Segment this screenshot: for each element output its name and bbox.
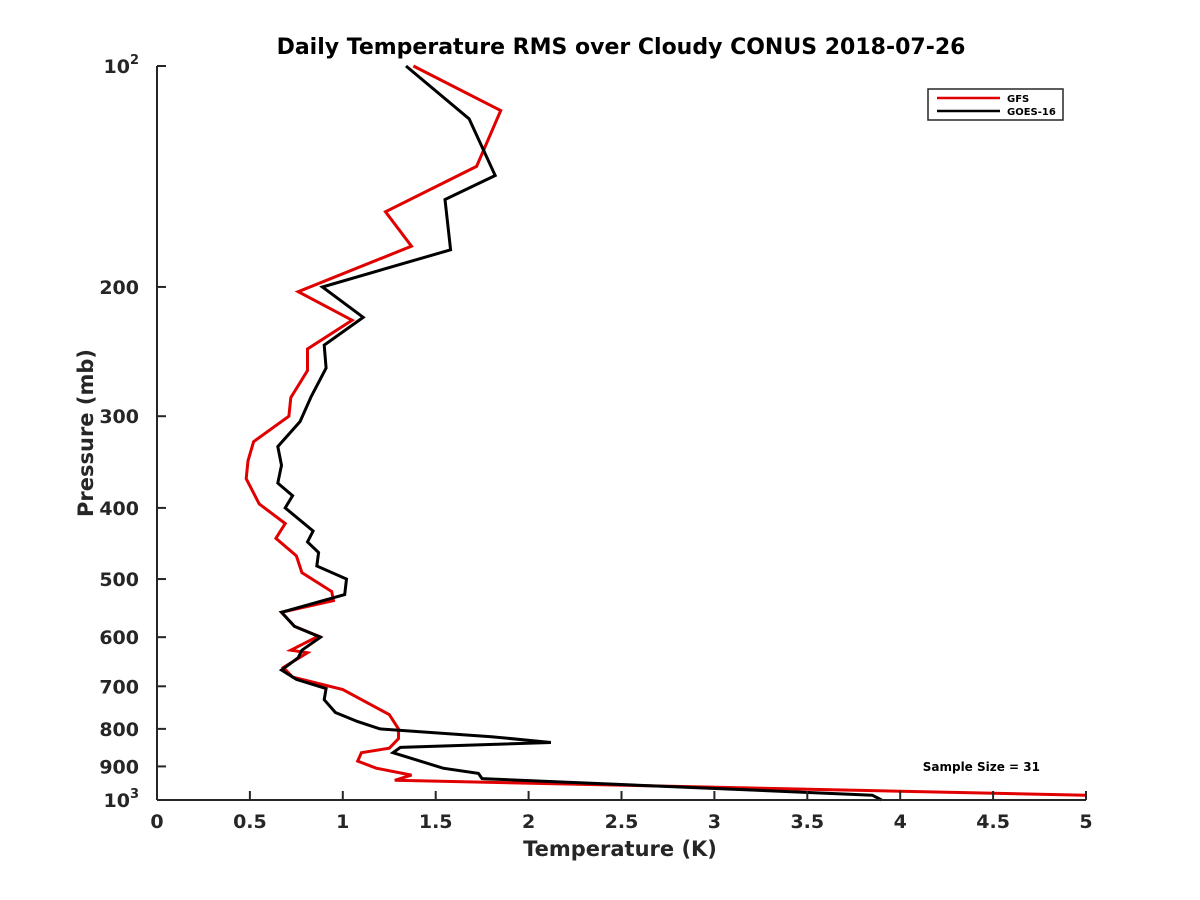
x-axis-label: Temperature (K) [523, 837, 717, 861]
y-tick-label: 900 [99, 756, 139, 778]
y-tick-label: 200 [99, 277, 139, 299]
series-line-gfs [244, 64, 1087, 797]
y-tick-label: 800 [99, 719, 139, 741]
sample-size-annotation: Sample Size = 31 [923, 760, 1040, 774]
x-tick-label: 2.5 [605, 811, 639, 833]
series-line-goes-16 [276, 64, 883, 802]
y-tick-label: 300 [99, 406, 139, 428]
x-tick-label: 0 [150, 811, 163, 833]
chart-title: Daily Temperature RMS over Cloudy CONUS … [277, 35, 966, 60]
x-tick-labels: 0 0.5 1 1.5 2 2.5 3 3.5 4 4.5 5 [150, 811, 1092, 833]
legend-label-goes-16: GOES-16 [1007, 107, 1056, 118]
x-tick-label: 5 [1079, 811, 1092, 833]
x-tick-label: 3.5 [790, 811, 824, 833]
x-tick-label: 1 [336, 811, 349, 833]
x-tick-label: 4.5 [976, 811, 1010, 833]
x-tick-label: 2 [522, 811, 535, 833]
series-lines [244, 64, 1087, 802]
axes [156, 65, 1087, 801]
x-tick-label: 1.5 [419, 811, 453, 833]
legend-box [927, 88, 1064, 121]
y-tick-labels: 102 200 300 400 500 600 700 800 900 103 [99, 53, 139, 812]
y-tick-label: 700 [99, 676, 139, 698]
y-tick-label: 600 [99, 627, 139, 649]
y-axis-label: Pressure (mb) [74, 349, 98, 517]
legend-label-gfs: GFS [1007, 94, 1029, 105]
legend: GFS GOES-16 [927, 88, 1064, 121]
y-tick-label: 103 [104, 787, 140, 812]
y-tick-label: 400 [99, 498, 139, 520]
y-tick-label: 102 [104, 53, 140, 78]
y-tick-label: 500 [99, 569, 139, 591]
x-tick-label: 0.5 [233, 811, 267, 833]
x-tick-label: 3 [708, 811, 721, 833]
x-tick-label: 4 [894, 811, 907, 833]
